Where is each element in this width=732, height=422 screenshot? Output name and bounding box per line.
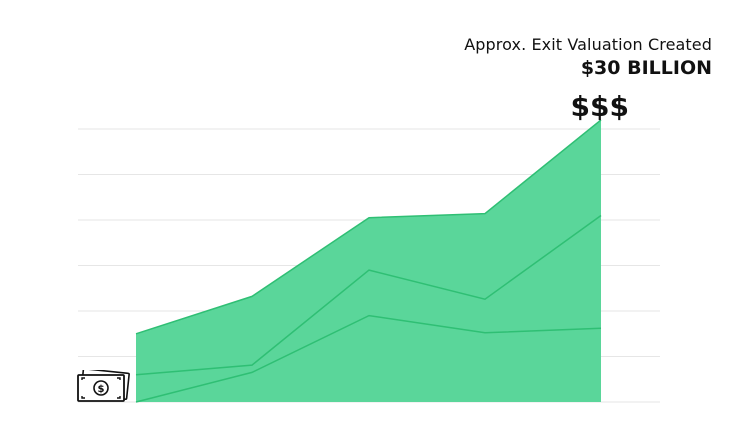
- area-fill: [136, 119, 601, 403]
- chart-areas: [135, 119, 602, 403]
- dollar-symbols: $$$: [571, 90, 629, 123]
- valuation-caption: Approx. Exit Valuation Created: [464, 35, 712, 54]
- svg-text:$: $: [98, 384, 105, 395]
- series-line-2: [135, 214, 602, 376]
- series-line-3: [135, 119, 602, 335]
- valuation-value: $30 BILLION: [580, 57, 712, 79]
- valuation-annotation: Approx. Exit Valuation Created $30 BILLI…: [464, 34, 712, 80]
- series-line-1: [135, 314, 602, 403]
- money-bill-icon: $: [77, 370, 130, 402]
